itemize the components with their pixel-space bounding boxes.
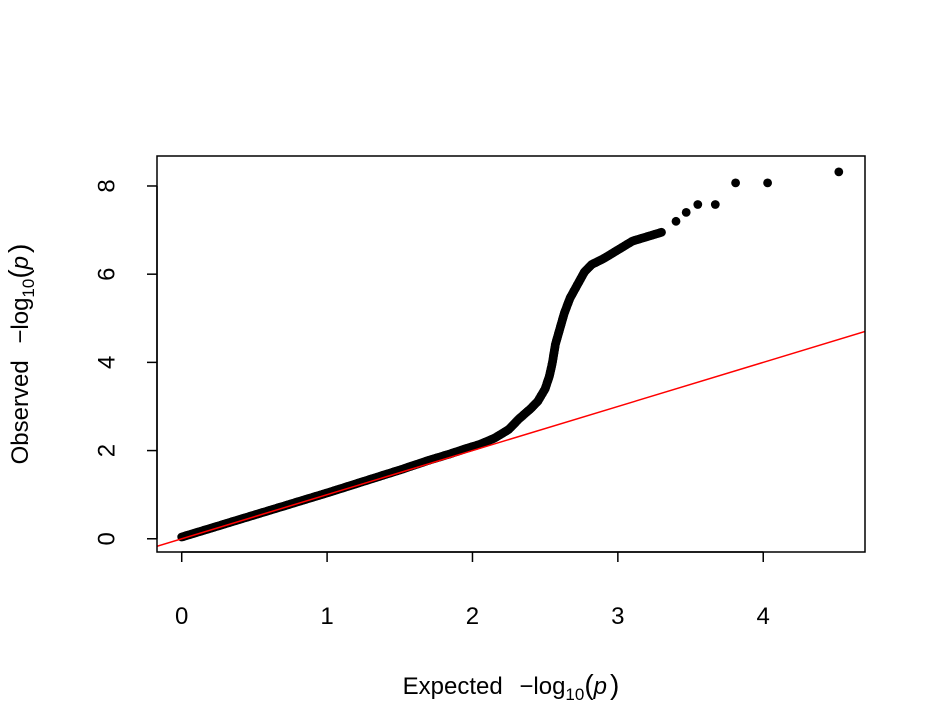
y-tick-label: 2	[94, 444, 121, 457]
data-point	[731, 178, 740, 188]
data-point	[671, 216, 681, 226]
x-tick-label: 2	[466, 603, 479, 630]
y-tick-label: 6	[94, 268, 121, 281]
y-axis-label: Observed −log10(p)	[3, 244, 38, 465]
x-tick-label: 1	[320, 603, 333, 630]
reference-line	[157, 330, 865, 547]
x-tick-label: 0	[175, 603, 188, 630]
data-point	[834, 167, 844, 177]
data-point	[693, 200, 703, 209]
y-tick-label: 4	[94, 356, 121, 369]
x-tick-label: 4	[757, 603, 770, 630]
plot-frame	[156, 155, 866, 553]
reference-line-group	[157, 330, 865, 547]
y-tick-label: 8	[94, 179, 121, 192]
x-axis: 0 1 2 3 4	[175, 551, 770, 630]
x-tick-label: 3	[611, 603, 624, 630]
data-point	[710, 200, 720, 209]
y-tick-label: 0	[94, 532, 121, 545]
y-axis: 0 2 4 6 8	[94, 179, 158, 545]
data-point	[681, 208, 691, 217]
data-points	[177, 167, 844, 542]
data-point	[657, 227, 666, 237]
x-axis-label: Expected −log10(p)	[403, 669, 620, 704]
data-point	[763, 178, 772, 188]
